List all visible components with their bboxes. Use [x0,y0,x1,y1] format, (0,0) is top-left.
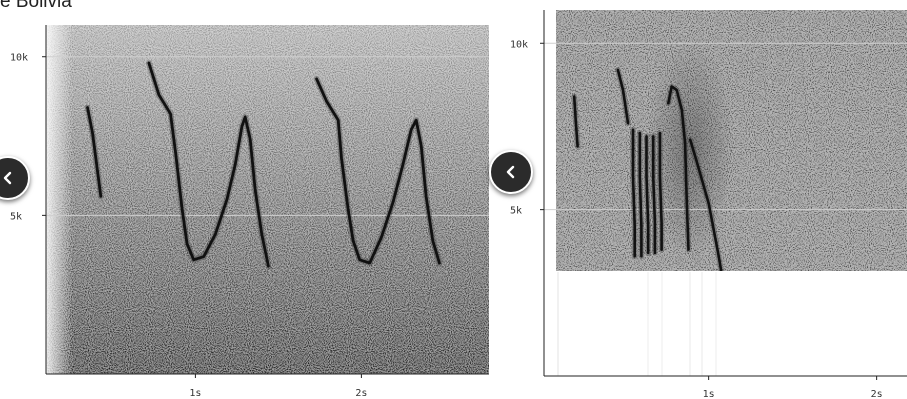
right-call-trace-6 [651,135,657,255]
left-call-trace-1 [86,106,103,198]
left-tick-labels: 5k 10k 1s 2s [10,53,367,399]
right-x-tick-label: 2s [871,389,883,399]
right-call-trace-2 [616,68,630,125]
chevron-left-icon [3,171,12,185]
left-call-trace-2 [147,61,270,268]
right-call-trace-4 [638,131,643,258]
spectrogram-right: 5k 10k 1s 2s [510,10,907,399]
right-x-tick-label: 1s [703,389,715,399]
right-noise-smudge [645,40,735,260]
right-gridlines [544,42,907,211]
right-call-trace-5 [645,135,650,255]
left-y-tick-label: 10k [10,53,28,64]
prev-arrow-button-right[interactable] [489,150,533,194]
left-noise-edge [46,25,489,374]
right-tick-labels: 5k 10k 1s 2s [510,39,883,399]
left-call-trace-3 [315,77,441,265]
left-gridlines [46,56,489,216]
right-call-traces [571,67,725,271]
left-x-tick-label: 1s [189,388,201,399]
right-y-tick-label: 10k [510,39,528,50]
right-call-trace-9 [688,138,723,271]
chevron-left-icon [506,165,515,179]
caption-text: e Bolivia [0,0,72,12]
right-call-trace-1 [572,95,579,148]
right-call-trace-8 [666,85,690,251]
right-y-tick-label: 5k [510,206,522,217]
left-call-traces [84,60,443,270]
right-call-trace-3 [631,128,637,258]
left-x-tick-label: 2s [355,388,367,399]
right-faint-verticals [557,272,717,376]
right-blank-band [556,271,907,376]
right-call-trace-7 [658,131,663,251]
spectrogram-left: 5k 10k 1s 2s [10,25,489,399]
left-y-tick-label: 5k [10,211,22,222]
